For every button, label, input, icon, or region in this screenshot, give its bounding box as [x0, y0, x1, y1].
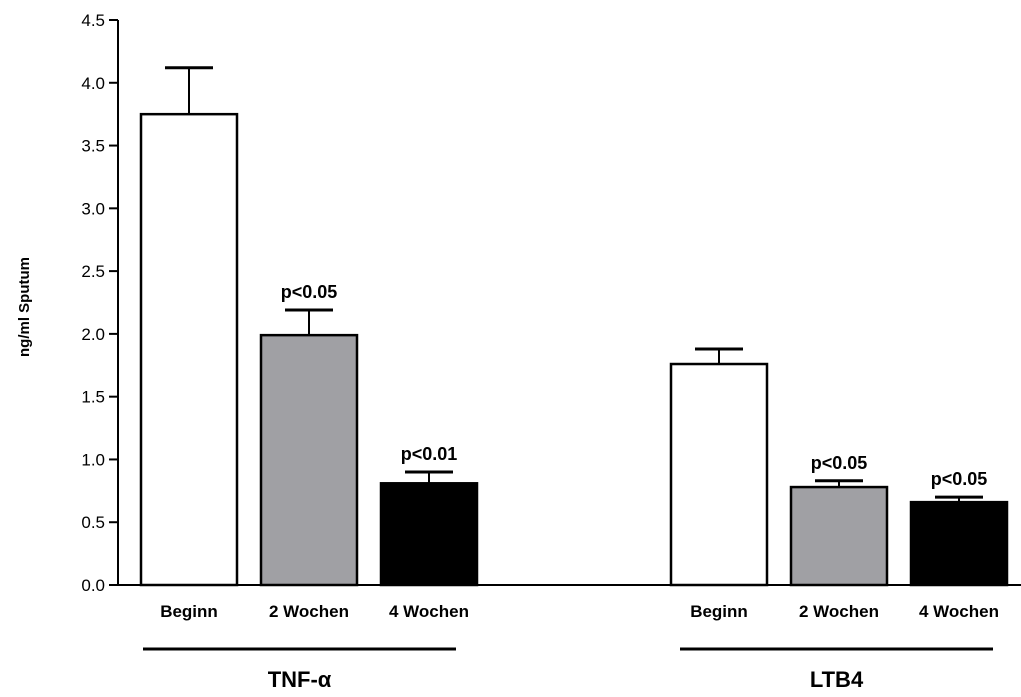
y-axis-label: ng/ml Sputum: [16, 257, 33, 357]
labels: Beginn 2 Wochen p<0.05 4 Wochen p<0.01 TNF-α B…: [143, 282, 999, 692]
significance-label: p<0.05: [811, 453, 868, 473]
y-tick-label: 3.0: [81, 199, 105, 218]
y-tick-label: 3.5: [81, 137, 105, 156]
group-label: TNF-α: [268, 667, 332, 692]
y-tick-label: 1.5: [81, 388, 105, 407]
bar: [379, 482, 479, 587]
bars: [139, 66, 1009, 587]
y-tick-label: 4.0: [81, 74, 105, 93]
x-tick-label: 2 Wochen: [269, 602, 349, 621]
x-tick-label: 4 Wochen: [389, 602, 469, 621]
x-tick-label: 2 Wochen: [799, 602, 879, 621]
y-tick-label: 2.0: [81, 325, 105, 344]
bar: [259, 333, 359, 587]
x-tick-label: Beginn: [160, 602, 218, 621]
bar: [669, 362, 769, 587]
axes: 0.0 0.5 1.0 1.5 2.0 2.5 3.0 3.5 4.0 4.5: [81, 11, 1021, 595]
bar: [139, 112, 239, 587]
y-tick-label: 0.0: [81, 576, 105, 595]
y-tick-label: 1.0: [81, 450, 105, 469]
y-tick-label: 2.5: [81, 262, 105, 281]
group-label: LTB4: [810, 667, 864, 692]
bar: [789, 485, 889, 587]
bar: [909, 500, 1009, 587]
y-tick-label: 4.5: [81, 11, 105, 30]
significance-label: p<0.05: [281, 282, 338, 302]
y-tick-label: 0.5: [81, 513, 105, 532]
x-tick-label: 4 Wochen: [919, 602, 999, 621]
x-tick-label: Beginn: [690, 602, 748, 621]
significance-label: p<0.05: [931, 469, 988, 489]
significance-label: p<0.01: [401, 444, 458, 464]
